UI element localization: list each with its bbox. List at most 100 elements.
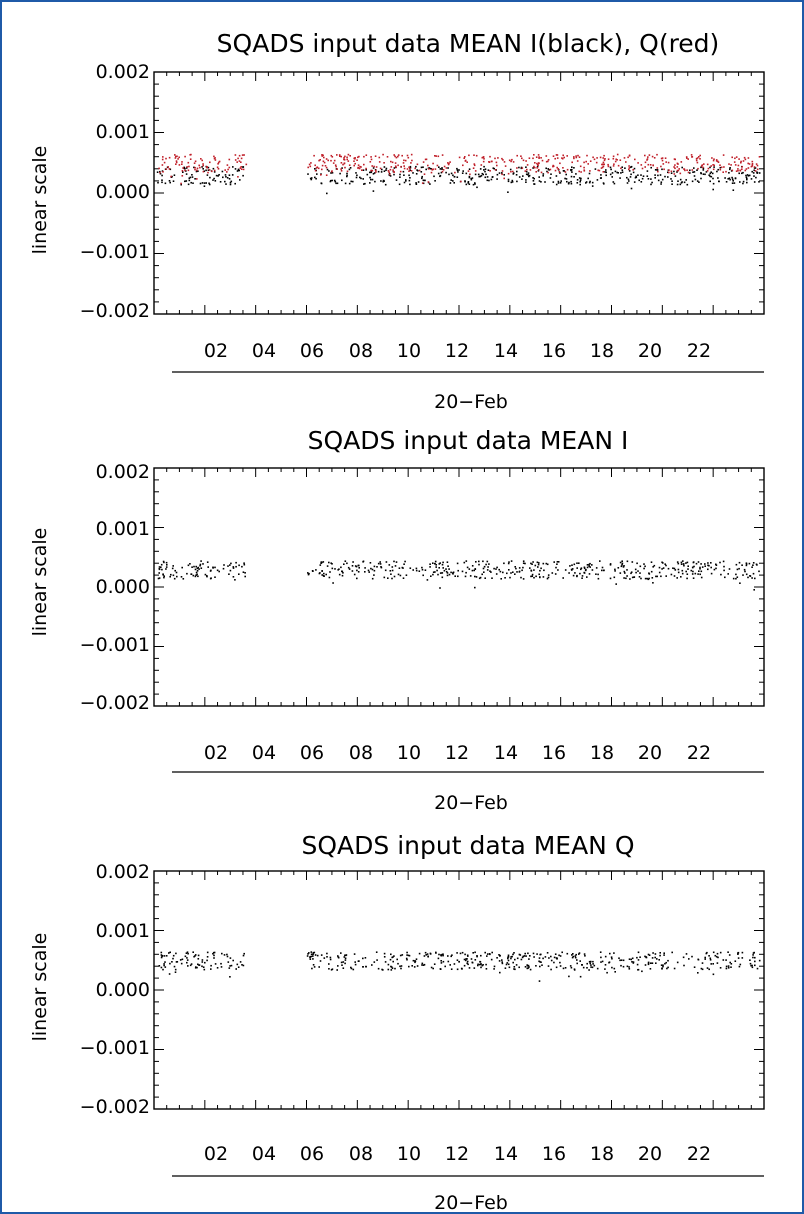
data-point	[717, 169, 719, 171]
data-point	[213, 168, 215, 170]
data-point	[550, 177, 552, 179]
data-point	[404, 182, 406, 184]
data-point	[358, 960, 360, 962]
data-point	[557, 561, 559, 563]
data-point	[182, 170, 184, 172]
data-point	[704, 565, 706, 567]
data-point	[374, 181, 376, 183]
data-point	[503, 178, 505, 180]
data-point	[595, 168, 597, 170]
data-point	[347, 171, 349, 173]
data-point	[652, 582, 654, 584]
data-point	[522, 175, 524, 177]
data-point	[576, 562, 578, 564]
data-point	[370, 179, 372, 181]
data-point	[717, 953, 719, 955]
data-point	[754, 181, 756, 183]
data-point	[224, 181, 226, 183]
data-point	[217, 167, 219, 169]
data-point	[442, 567, 444, 569]
data-point	[309, 957, 311, 959]
data-point	[438, 166, 440, 168]
data-point	[475, 568, 477, 570]
data-point	[472, 952, 474, 954]
data-point	[617, 154, 619, 156]
data-point	[450, 956, 452, 958]
data-point	[194, 167, 196, 169]
data-point	[677, 163, 679, 165]
data-point	[188, 162, 190, 164]
data-point	[696, 158, 698, 160]
data-point	[753, 562, 755, 564]
data-point	[616, 159, 618, 161]
data-point	[340, 567, 342, 569]
data-point	[329, 577, 331, 579]
data-point	[233, 576, 235, 578]
data-point	[577, 179, 579, 181]
data-point	[748, 175, 750, 177]
data-point	[504, 577, 506, 579]
data-point	[628, 180, 630, 182]
data-point	[235, 566, 237, 568]
data-point	[587, 564, 589, 566]
panel-mean-q: SQADS input data MEAN Q linear scale 20−…	[29, 831, 764, 1212]
data-point	[441, 168, 443, 170]
data-point	[562, 155, 564, 157]
data-point	[218, 571, 220, 573]
data-point	[624, 167, 626, 169]
data-point	[335, 166, 337, 168]
data-point	[452, 180, 454, 182]
data-point	[438, 567, 440, 569]
data-point	[641, 164, 643, 166]
data-point	[519, 954, 521, 956]
data-point	[699, 574, 701, 576]
data-point	[741, 564, 743, 566]
data-point	[567, 953, 569, 955]
data-point	[235, 168, 237, 170]
data-point	[470, 575, 472, 577]
data-point	[594, 965, 596, 967]
data-point	[715, 568, 717, 570]
data-point	[596, 162, 598, 164]
data-point	[687, 565, 689, 567]
data-point	[207, 561, 209, 563]
data-point	[380, 168, 382, 170]
data-point	[555, 170, 557, 172]
data-point	[210, 570, 212, 572]
y-tick-label: −0.002	[80, 692, 150, 714]
data-point	[735, 574, 737, 576]
data-point	[207, 174, 209, 176]
data-point	[657, 169, 659, 171]
data-point	[408, 966, 410, 968]
data-point	[499, 172, 501, 174]
data-point	[481, 164, 483, 166]
data-point	[514, 573, 516, 575]
data-point	[435, 155, 437, 157]
data-point	[571, 569, 573, 571]
data-point	[235, 968, 237, 970]
data-point	[533, 180, 535, 182]
panel-mean-i: SQADS input data MEAN I linear scale 20−…	[29, 426, 764, 814]
data-point	[597, 179, 599, 181]
x-tick-label: 22	[687, 742, 711, 764]
data-point	[687, 568, 689, 570]
data-point	[547, 952, 549, 954]
data-point	[407, 168, 409, 170]
data-point	[467, 567, 469, 569]
data-point	[326, 174, 328, 176]
data-point	[718, 181, 720, 183]
data-point	[621, 560, 623, 562]
data-point	[225, 183, 227, 185]
data-point	[536, 163, 538, 165]
data-point	[427, 579, 429, 581]
data-point	[525, 170, 527, 172]
data-point	[674, 164, 676, 166]
data-point	[457, 171, 459, 173]
data-point	[313, 155, 315, 157]
data-point	[489, 156, 491, 158]
data-point	[203, 171, 205, 173]
data-point	[460, 953, 462, 955]
data-point	[161, 952, 163, 954]
data-point	[697, 162, 699, 164]
data-point	[172, 568, 174, 570]
